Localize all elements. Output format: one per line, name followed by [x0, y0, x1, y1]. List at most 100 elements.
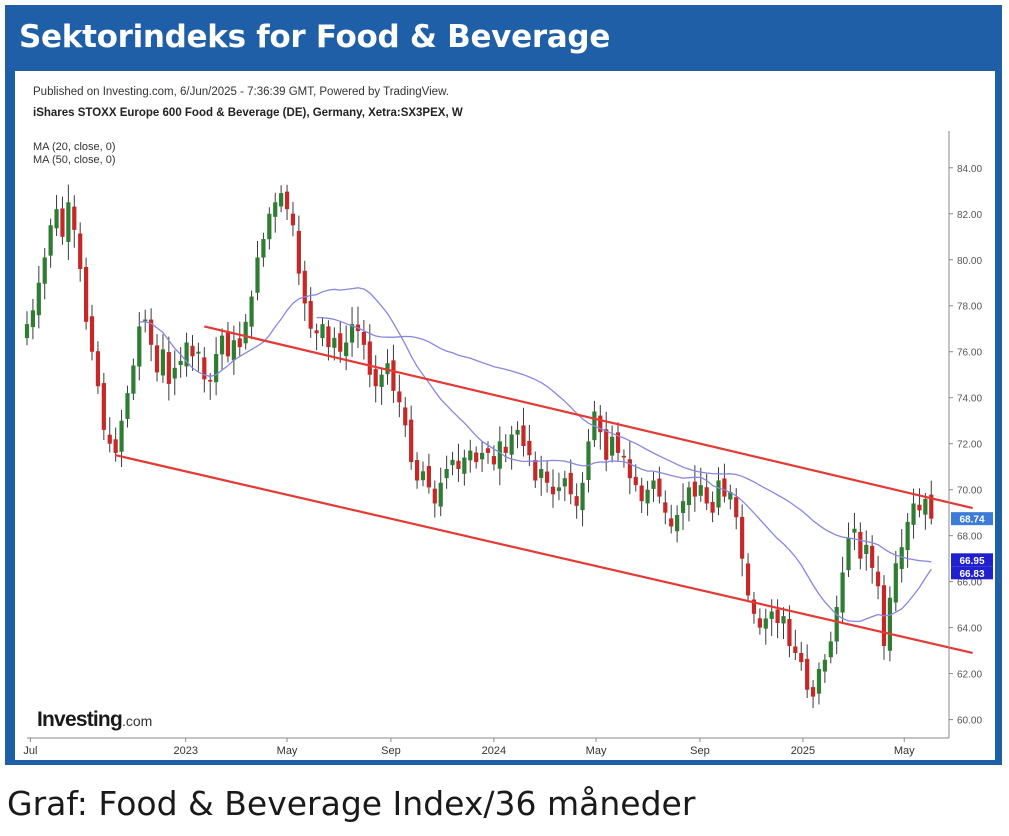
candle — [166, 336, 171, 401]
candle — [710, 491, 715, 523]
candle — [852, 512, 857, 551]
candlestick-chart: Published on Investing.com, 6/Jun/2025 -… — [15, 71, 995, 760]
candle — [178, 347, 183, 378]
candle — [663, 490, 668, 525]
candle — [610, 425, 615, 463]
candle — [615, 422, 621, 462]
candle — [243, 313, 248, 350]
x-tick-label: 2023 — [173, 745, 197, 757]
candle — [95, 341, 101, 394]
candle — [237, 321, 242, 356]
candle — [651, 472, 656, 503]
candle — [36, 265, 41, 329]
candle — [675, 505, 680, 543]
candle — [338, 320, 343, 363]
y-tick-label: 80.00 — [957, 256, 982, 267]
candle — [24, 311, 30, 346]
candle — [214, 337, 219, 396]
candle — [438, 467, 443, 517]
x-tick-label: May — [277, 745, 298, 757]
y-tick-label: 84.00 — [957, 164, 982, 175]
candle — [184, 332, 189, 377]
candle — [42, 248, 47, 300]
candle — [30, 298, 36, 340]
candle — [562, 470, 567, 502]
title-banner: Sektorindeks for Food & Beverage — [5, 5, 1002, 71]
candle — [160, 334, 166, 383]
candle — [101, 372, 106, 441]
y-tick-label: 82.00 — [957, 210, 982, 221]
candle — [361, 319, 366, 360]
candle — [805, 644, 810, 699]
instrument-title: iShares STOXX Europe 600 Food & Beverage… — [33, 107, 463, 119]
chart-panel: Published on Investing.com, 6/Jun/2025 -… — [15, 71, 995, 760]
candle — [89, 304, 95, 361]
candle — [834, 595, 839, 655]
candle — [574, 483, 579, 519]
candle — [420, 461, 426, 487]
candle — [751, 591, 757, 624]
y-tick-label: 76.00 — [957, 348, 982, 359]
candle — [793, 629, 798, 661]
candle — [255, 241, 260, 301]
price-tag-label: 66.95 — [959, 556, 984, 567]
candle — [296, 215, 301, 286]
candle — [414, 452, 420, 489]
candle — [698, 467, 703, 502]
candle — [864, 530, 869, 571]
candle — [320, 317, 325, 347]
candle — [556, 472, 562, 501]
y-tick-label: 70.00 — [957, 486, 982, 497]
candle — [621, 449, 627, 468]
price-tag-label: 66.83 — [959, 569, 984, 580]
ma50-legend: MA (50, close, 0) — [33, 154, 116, 166]
candle — [249, 290, 254, 340]
candle — [202, 347, 207, 393]
candle — [893, 550, 898, 612]
candle — [745, 553, 751, 603]
y-tick-label: 78.00 — [957, 302, 982, 313]
candle — [450, 451, 455, 476]
candle — [60, 196, 65, 245]
candle — [740, 504, 745, 577]
candle — [840, 556, 845, 624]
candle — [680, 483, 686, 530]
candle — [533, 451, 538, 488]
candle — [527, 424, 532, 467]
last-price-tag: 68.74 — [951, 512, 993, 526]
candle — [261, 232, 266, 267]
candle — [775, 599, 780, 639]
banner-title: Sektorindeks for Food & Beverage — [19, 19, 611, 55]
y-tick-label: 66.00 — [957, 578, 982, 589]
y-tick-label: 60.00 — [957, 716, 982, 727]
candle — [225, 321, 231, 363]
candle — [479, 441, 485, 473]
ma20-legend: MA (20, close, 0) — [33, 141, 116, 153]
candle — [763, 608, 768, 645]
candle — [716, 467, 721, 516]
chart-frame: Sektorindeks for Food & Beverage Publish… — [5, 5, 1002, 765]
candle — [444, 455, 449, 489]
candle — [279, 185, 284, 213]
chart-caption: Graf: Food & Beverage Index/36 måneder — [7, 784, 696, 823]
candle — [722, 463, 727, 503]
candle — [686, 481, 692, 522]
candle — [149, 308, 154, 362]
candle — [769, 599, 774, 636]
plot-area — [24, 184, 973, 709]
candle — [633, 464, 638, 492]
candle — [403, 397, 408, 437]
ma50-line — [316, 316, 932, 563]
candle — [78, 222, 83, 282]
y-tick-label: 68.00 — [957, 532, 982, 543]
y-tick-label: 72.00 — [957, 440, 982, 451]
candle — [781, 607, 786, 640]
candle — [66, 184, 71, 260]
candle — [432, 480, 437, 518]
candle — [190, 335, 195, 371]
candle — [290, 201, 296, 237]
candle — [598, 405, 603, 450]
ma20-line — [139, 287, 932, 623]
candle — [349, 306, 355, 357]
candle — [107, 417, 112, 453]
